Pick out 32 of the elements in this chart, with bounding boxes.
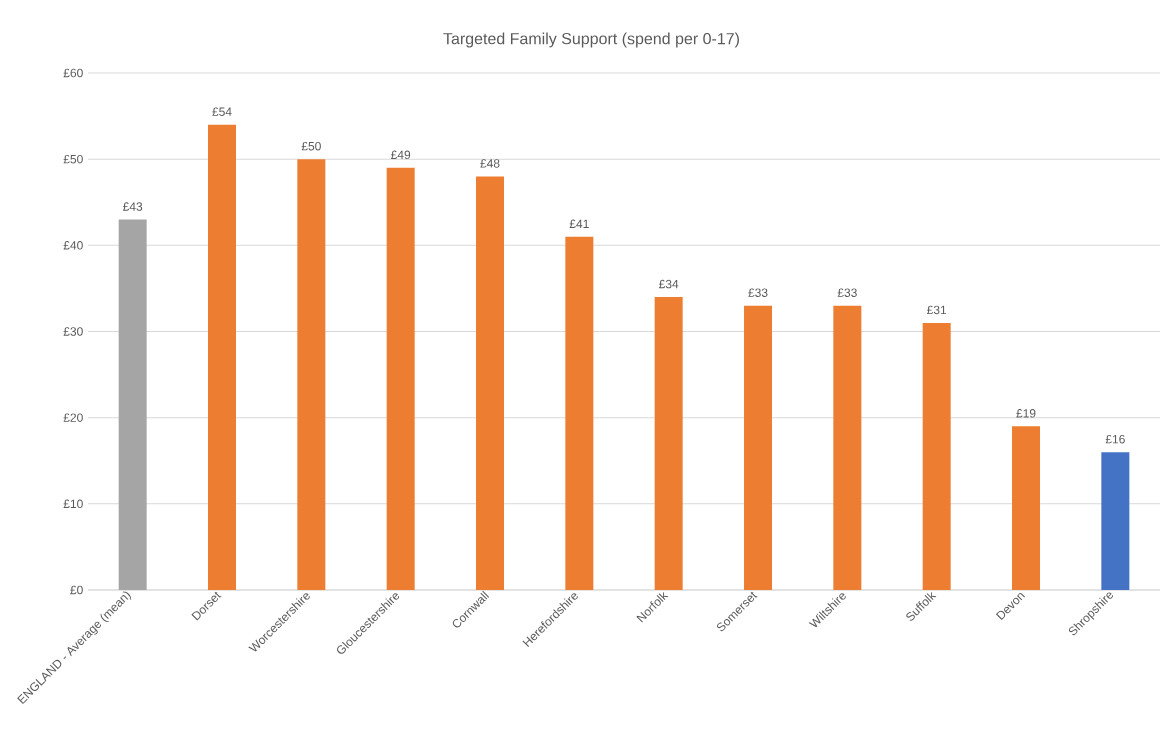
y-tick-label: £40 bbox=[63, 241, 83, 250]
data-label: £49 bbox=[391, 150, 411, 160]
data-label: £34 bbox=[659, 279, 679, 289]
bar bbox=[922, 322, 951, 590]
bar bbox=[118, 219, 147, 590]
y-tick-label: £60 bbox=[63, 68, 83, 78]
y-tick-label: £20 bbox=[63, 413, 83, 422]
data-label: £33 bbox=[837, 288, 857, 297]
data-label: £31 bbox=[927, 305, 947, 315]
bar bbox=[654, 297, 683, 590]
bar bbox=[1012, 426, 1041, 590]
data-label: £48 bbox=[480, 159, 500, 168]
bar bbox=[297, 159, 326, 590]
bar bbox=[565, 236, 594, 590]
y-tick-label: £0 bbox=[70, 585, 83, 595]
data-label: £41 bbox=[569, 219, 589, 229]
bar bbox=[386, 167, 415, 590]
data-label: £43 bbox=[122, 202, 143, 211]
y-tick-label: £50 bbox=[63, 154, 83, 164]
data-label: £19 bbox=[1016, 409, 1036, 418]
data-label: £50 bbox=[301, 141, 321, 151]
y-tick-label: £30 bbox=[63, 327, 83, 336]
chart-title: Targeted Family Support (spend per 0-17) bbox=[443, 32, 739, 48]
bar bbox=[476, 176, 505, 590]
bar bbox=[208, 124, 236, 590]
y-tick-label: £10 bbox=[63, 499, 83, 509]
data-label: £16 bbox=[1105, 434, 1125, 444]
bar bbox=[744, 305, 773, 590]
bar bbox=[1101, 452, 1130, 590]
data-label: £54 bbox=[212, 107, 232, 116]
bar bbox=[833, 305, 862, 590]
data-label: £33 bbox=[748, 288, 768, 297]
